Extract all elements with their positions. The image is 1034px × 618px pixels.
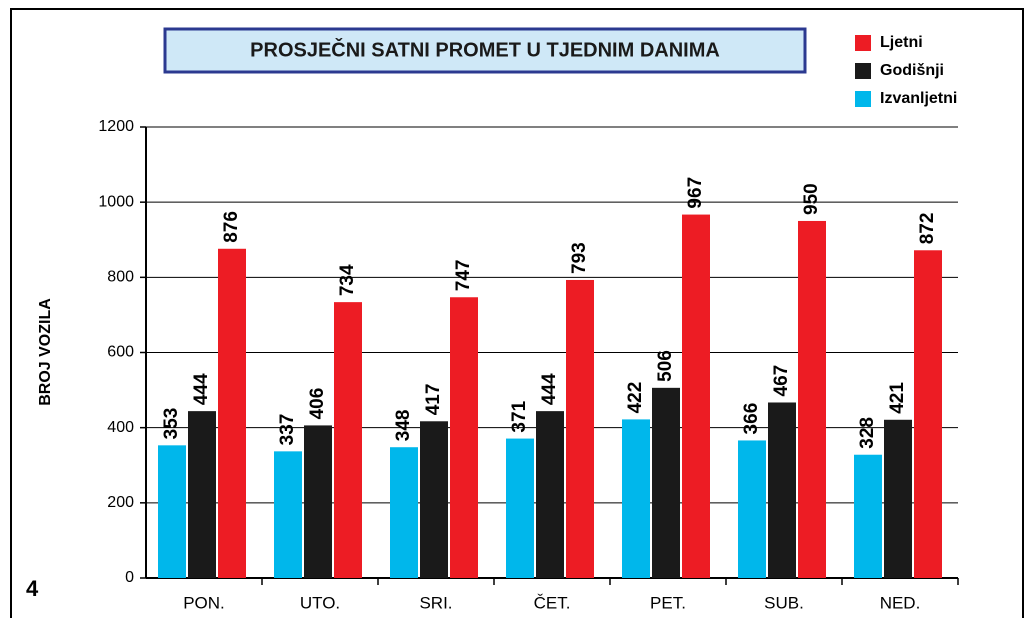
bar [450, 297, 478, 578]
bar [536, 411, 564, 578]
data-label: 406 [307, 388, 328, 420]
bar [274, 451, 302, 578]
bar [390, 447, 418, 578]
legend-swatch [855, 63, 871, 79]
data-label: 793 [569, 242, 590, 274]
bar [188, 411, 216, 578]
y-tick-label: 1000 [98, 193, 134, 210]
bar [334, 302, 362, 578]
bar [768, 402, 796, 578]
y-axis-label: BROJ VOZILA [37, 298, 54, 406]
data-label: 950 [801, 183, 822, 215]
bar [738, 440, 766, 578]
data-label: 734 [337, 264, 358, 296]
legend-swatch [855, 35, 871, 51]
data-label: 876 [221, 211, 242, 243]
bar [682, 214, 710, 579]
y-tick-label: 600 [107, 344, 134, 361]
y-tick-label: 0 [125, 569, 134, 586]
page-number: 4 [26, 576, 39, 601]
data-label: 421 [887, 382, 908, 414]
data-label: 366 [741, 403, 762, 435]
data-label: 967 [685, 177, 706, 209]
y-tick-label: 200 [107, 494, 134, 511]
data-label: 872 [917, 213, 938, 245]
data-label: 444 [191, 373, 212, 405]
x-tick-label: NED. [880, 593, 921, 612]
bar [798, 220, 826, 579]
bar [158, 445, 186, 578]
x-tick-label: UTO. [300, 593, 340, 612]
bar [218, 248, 246, 578]
data-label: 506 [655, 350, 676, 382]
x-tick-label: PET. [650, 593, 686, 612]
data-label: 444 [539, 373, 560, 405]
legend-label: Izvanljetni [880, 90, 957, 107]
bar [914, 250, 942, 579]
x-tick-label: ČET. [534, 593, 571, 612]
x-tick-label: SUB. [764, 593, 804, 612]
data-label: 422 [625, 382, 646, 414]
data-label: 467 [771, 365, 792, 397]
y-tick-label: 800 [107, 269, 134, 286]
data-label: 371 [509, 400, 530, 432]
legend-label: Godišnji [880, 62, 944, 79]
title-box [163, 27, 807, 74]
legend-label: Ljetni [880, 34, 923, 51]
y-tick-label: 1200 [98, 118, 134, 135]
y-tick-label: 400 [107, 419, 134, 436]
bar [854, 454, 882, 578]
data-label: 353 [161, 408, 182, 440]
x-tick-label: PON. [183, 593, 225, 612]
frame [10, 8, 1024, 618]
bar [652, 387, 680, 578]
bar [884, 419, 912, 578]
bar [566, 279, 594, 578]
chart-title: PROSJEČNI SATNI PROMET U TJEDNIM DANIMA [250, 37, 720, 61]
data-label: 348 [393, 410, 414, 442]
bar [304, 425, 332, 578]
x-tick-label: SRI. [419, 593, 452, 612]
bar [420, 421, 448, 578]
bar [506, 438, 534, 578]
bar [622, 419, 650, 578]
legend-swatch [855, 91, 871, 107]
data-label: 328 [857, 417, 878, 449]
data-label: 417 [423, 384, 444, 416]
data-label: 747 [453, 260, 474, 292]
data-label: 337 [277, 414, 298, 446]
